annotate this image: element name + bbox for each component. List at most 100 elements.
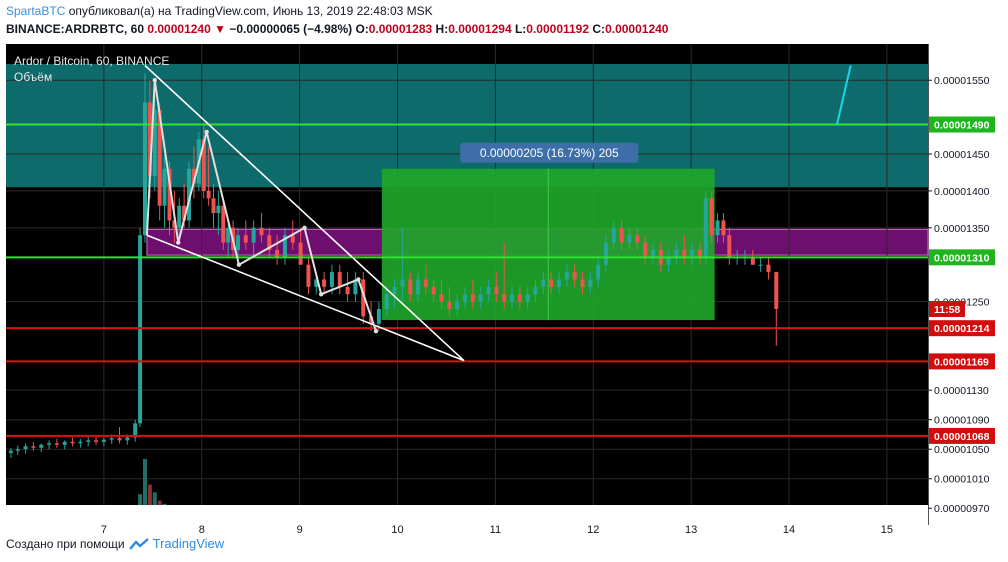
candle-body	[596, 264, 601, 280]
candle-body	[455, 301, 460, 309]
candle-body	[216, 205, 221, 214]
x-tick-label: 7	[101, 524, 107, 534]
candle-body	[15, 449, 20, 451]
x-tick-label: 12	[587, 524, 599, 534]
candle-body	[298, 242, 303, 265]
footer: Создано при помощи TradingView	[6, 536, 224, 551]
candle-body	[588, 279, 593, 287]
tradingview-logo-icon	[128, 537, 149, 550]
y-tick-label: 0.00001400	[934, 186, 990, 198]
candle-body	[201, 139, 206, 191]
candle-body	[282, 235, 287, 258]
candle-body	[314, 279, 319, 287]
candle-body	[674, 249, 679, 258]
candle-body	[423, 279, 428, 287]
y-tick-label: 0.00001350	[934, 223, 990, 235]
legend-title: Ardor / Bitcoin, 60, BINANCE	[14, 54, 169, 68]
x-tick-label: 10	[391, 524, 403, 534]
timer-label: 11:58	[934, 304, 960, 316]
candle-body	[557, 279, 562, 287]
symbol-label: BINANCE:ARDRBTC, 60	[6, 22, 145, 36]
y-tick-label: 0.00001130	[934, 385, 989, 397]
close-value: 0.00001240	[605, 22, 669, 36]
cyan-trend-line[interactable]	[836, 65, 852, 125]
candle-body	[666, 257, 671, 265]
zigzag-point	[356, 277, 361, 282]
candle-body	[117, 438, 122, 441]
candle-body	[167, 168, 172, 221]
candle-body	[525, 294, 530, 302]
candle-body	[39, 444, 44, 448]
candle-body	[109, 438, 114, 440]
x-tick-label: 15	[881, 524, 893, 534]
candle-body	[235, 235, 240, 250]
footer-text: Создано при помощи	[6, 536, 125, 551]
candle-body	[431, 286, 436, 295]
level-price-label: 0.00001214	[934, 323, 990, 335]
candle-body	[384, 294, 389, 309]
candle-body	[157, 109, 162, 206]
candle-body	[147, 102, 152, 177]
candle-body	[94, 440, 99, 442]
candle-body	[259, 227, 264, 236]
candle-body	[549, 279, 554, 287]
level-price-label: 0.00001068	[934, 431, 990, 443]
y-tick-label: 0.00001050	[934, 444, 990, 456]
open-value: 0.00001283	[368, 22, 433, 36]
candle-body	[86, 440, 91, 442]
candle-body	[221, 205, 226, 243]
candle-body	[70, 441, 75, 444]
candle-body	[627, 235, 632, 243]
level-price-tag	[929, 353, 995, 370]
volume-bar	[142, 459, 147, 523]
zigzag-point	[373, 328, 379, 334]
ohlc-header: BINANCE:ARDRBTC, 60 0.00001240 ▼ −0.0000…	[6, 22, 668, 36]
candle-body	[643, 242, 648, 258]
zigzag-point	[302, 225, 307, 231]
legend-volume: Объём	[14, 70, 52, 84]
candle-body	[353, 279, 358, 295]
candle-body	[408, 279, 413, 295]
candle-body	[447, 301, 452, 309]
level-price-tag	[929, 116, 995, 133]
candle-body	[463, 294, 468, 302]
candle-body	[243, 235, 248, 243]
x-tick-label: 13	[685, 524, 697, 534]
candle-body	[721, 220, 726, 236]
candle-body	[697, 249, 702, 258]
candle-body	[750, 257, 755, 265]
candle-body	[478, 294, 483, 302]
tradingview-link[interactable]: TradingView	[152, 536, 225, 551]
candle-body	[125, 437, 130, 441]
candle-body	[703, 198, 708, 258]
candle-body	[177, 205, 182, 228]
level-price-tag	[929, 427, 995, 444]
low-label: L:	[514, 22, 527, 36]
candle-body	[54, 443, 59, 445]
wedge-upper-line[interactable]	[144, 64, 465, 362]
candle-body	[337, 272, 342, 287]
x-tick-label: 11	[490, 524, 501, 534]
candle-body	[23, 446, 28, 450]
candle-body	[580, 279, 585, 287]
x-tick-label: 8	[199, 524, 205, 534]
author-link[interactable]: SpartaBTC	[6, 4, 66, 18]
candle-body	[78, 441, 83, 444]
candle-body	[727, 235, 732, 258]
candle-body	[611, 227, 616, 243]
candle-body	[62, 441, 67, 445]
zigzag-point	[176, 240, 181, 245]
candle-body	[142, 102, 147, 236]
measure-label-box	[460, 142, 639, 163]
x-tick-label: 14	[783, 524, 795, 534]
level-price-tag	[929, 249, 995, 266]
price-chart[interactable]: Ardor / Bitcoin, 60, BINANCE Объём 0.00000…	[6, 44, 1002, 534]
candle-body	[138, 235, 143, 424]
candle-body	[369, 316, 374, 324]
candle-body	[172, 220, 177, 228]
candle-body	[345, 286, 350, 295]
y-tick-label: 0.00001450	[934, 149, 990, 161]
wedge-lower-line[interactable]	[146, 234, 465, 362]
candle-body	[267, 235, 272, 250]
y-tick-label: 0.00001090	[934, 415, 990, 427]
